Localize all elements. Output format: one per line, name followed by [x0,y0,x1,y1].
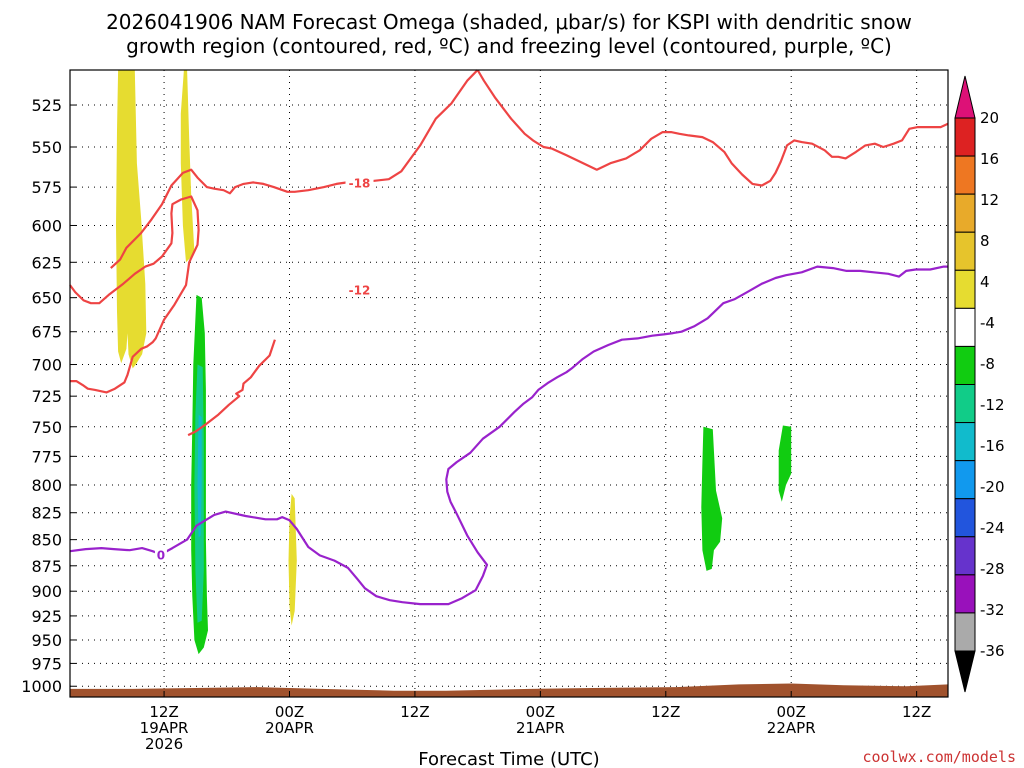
plot-background [70,70,948,697]
contour-label: -18 [349,176,371,190]
colorbar-bin [954,231,976,271]
y-tick-label: 700 [31,356,62,375]
x-tick-label: 00Z [275,703,304,721]
contour-label: 0 [157,548,165,562]
x-tick-label: 12Z [902,703,931,721]
contour-line [69,265,948,606]
y-tick-label: 775 [31,447,62,466]
colorbar-tick-label: -28 [980,560,1005,578]
y-tick-label: 1000 [21,677,62,696]
colorbar-tick-label: -12 [980,396,1005,414]
y-tick-label: 625 [31,253,62,272]
colorbar-tick-label: -16 [980,437,1005,455]
colorbar-tick-label: -24 [980,519,1005,537]
colorbar: 20 16 12 8 4 -4 -8 -12 -16 -20 -24 -28 -32 -36 [954,75,1005,693]
y-tick-label: 800 [31,476,62,495]
x-tick-label: 21APR [516,719,565,737]
colorbar-bin [954,193,976,233]
contours: -18 -12 0 [69,69,949,606]
colorbar-bin [954,460,976,500]
colorbar-bin [954,612,976,652]
colorbar-bin [954,269,976,309]
x-axis-title: Forecast Time (UTC) [418,749,599,768]
contour-line [476,69,949,187]
omega-region [778,425,792,502]
colorbar-tick-label: -4 [980,314,995,332]
y-tick-label: 925 [31,607,62,626]
colorbar-tick-label: -32 [980,601,1005,619]
y-tick-label: 725 [31,387,62,406]
x-tick-label: 2026 [145,735,183,753]
colorbar-bin [954,498,976,538]
y-tick-label: 600 [31,216,62,235]
colorbar-bin [954,384,976,424]
omega-region [701,426,723,571]
colorbar-bin [954,155,976,195]
colorbar-tick-label: -8 [980,355,995,373]
colorbar-tick-label: 8 [980,232,990,250]
plot-frame [69,69,949,698]
y-tick-label: 950 [31,631,62,650]
omega-region [180,70,195,263]
colorbar-bin [954,117,976,157]
x-tick-label: 12Z [651,703,680,721]
x-tick-label: 00Z [777,703,806,721]
contour-label-bg [345,175,374,190]
contour-line [69,195,200,394]
x-tick-label: 12Z [149,703,178,721]
y-tick-label: 675 [31,323,62,342]
colorbar-tick-label: -36 [980,642,1005,660]
x-tick-label: 22APR [767,719,816,737]
x-tick-label: 20APR [265,719,314,737]
chart-title-line2: growth region (contoured, red, ºC) and f… [126,34,892,58]
y-tick-label: 825 [31,504,62,523]
omega-region [116,70,147,369]
contour-label: -12 [349,283,371,297]
colorbar-bin [954,536,976,576]
x-tick-label: 00Z [526,703,555,721]
omega-region [197,414,202,538]
colorbar-bin [954,422,976,462]
colorbar-tick-label: 16 [980,150,999,168]
colorbar-tick-label: 12 [980,191,999,209]
y-tick-label: 575 [31,178,62,197]
colorbar-bottom-arrow [954,650,976,693]
colorbar-bin [954,574,976,614]
y-tick-label: 875 [31,557,62,576]
y-tick-label: 750 [31,418,62,437]
colorbar-bin [954,345,976,385]
credit-text: coolwx.com/models [862,748,1016,766]
y-tick-label: 550 [31,138,62,157]
y-tick-label: 850 [31,531,62,550]
colorbar-top-arrow [954,75,976,119]
contour-line [110,69,479,269]
y-tick-label: 525 [31,96,62,115]
x-tick-label: 12Z [400,703,429,721]
contour-line [187,339,276,437]
y-tick-label: 650 [31,289,62,308]
colorbar-tick-label: -20 [980,478,1005,496]
colorbar-tick-label: 20 [980,109,999,127]
y-axis-ticks: 525 550 575 600 625 650 675 700 725 750 775 800 825 8… [21,96,76,696]
omega-shading [116,70,792,655]
chart-title-line1: 2026041906 NAM Forecast Omega (shaded, μ… [106,10,912,34]
x-tick-label: 19APR [140,719,189,737]
colorbar-tick-label: 4 [980,273,990,291]
colorbar-bin [954,307,976,347]
y-tick-label: 900 [31,582,62,601]
contour-label-bg [345,282,374,297]
y-tick-label: 975 [31,654,62,673]
contour-label-bg [154,547,167,562]
